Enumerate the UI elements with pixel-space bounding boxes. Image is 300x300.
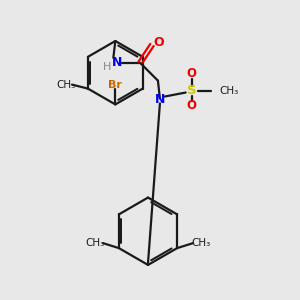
Text: N: N	[112, 56, 122, 69]
Text: O: O	[187, 67, 196, 80]
Text: CH₃: CH₃	[85, 238, 105, 248]
Text: S: S	[187, 84, 196, 97]
Text: O: O	[154, 37, 164, 50]
Text: O: O	[187, 99, 196, 112]
Text: N: N	[155, 93, 165, 106]
Text: Br: Br	[108, 80, 122, 90]
Text: CH₃: CH₃	[56, 80, 76, 90]
Text: CH₃: CH₃	[219, 85, 238, 96]
Text: CH₃: CH₃	[191, 238, 211, 248]
Text: H: H	[103, 62, 112, 72]
